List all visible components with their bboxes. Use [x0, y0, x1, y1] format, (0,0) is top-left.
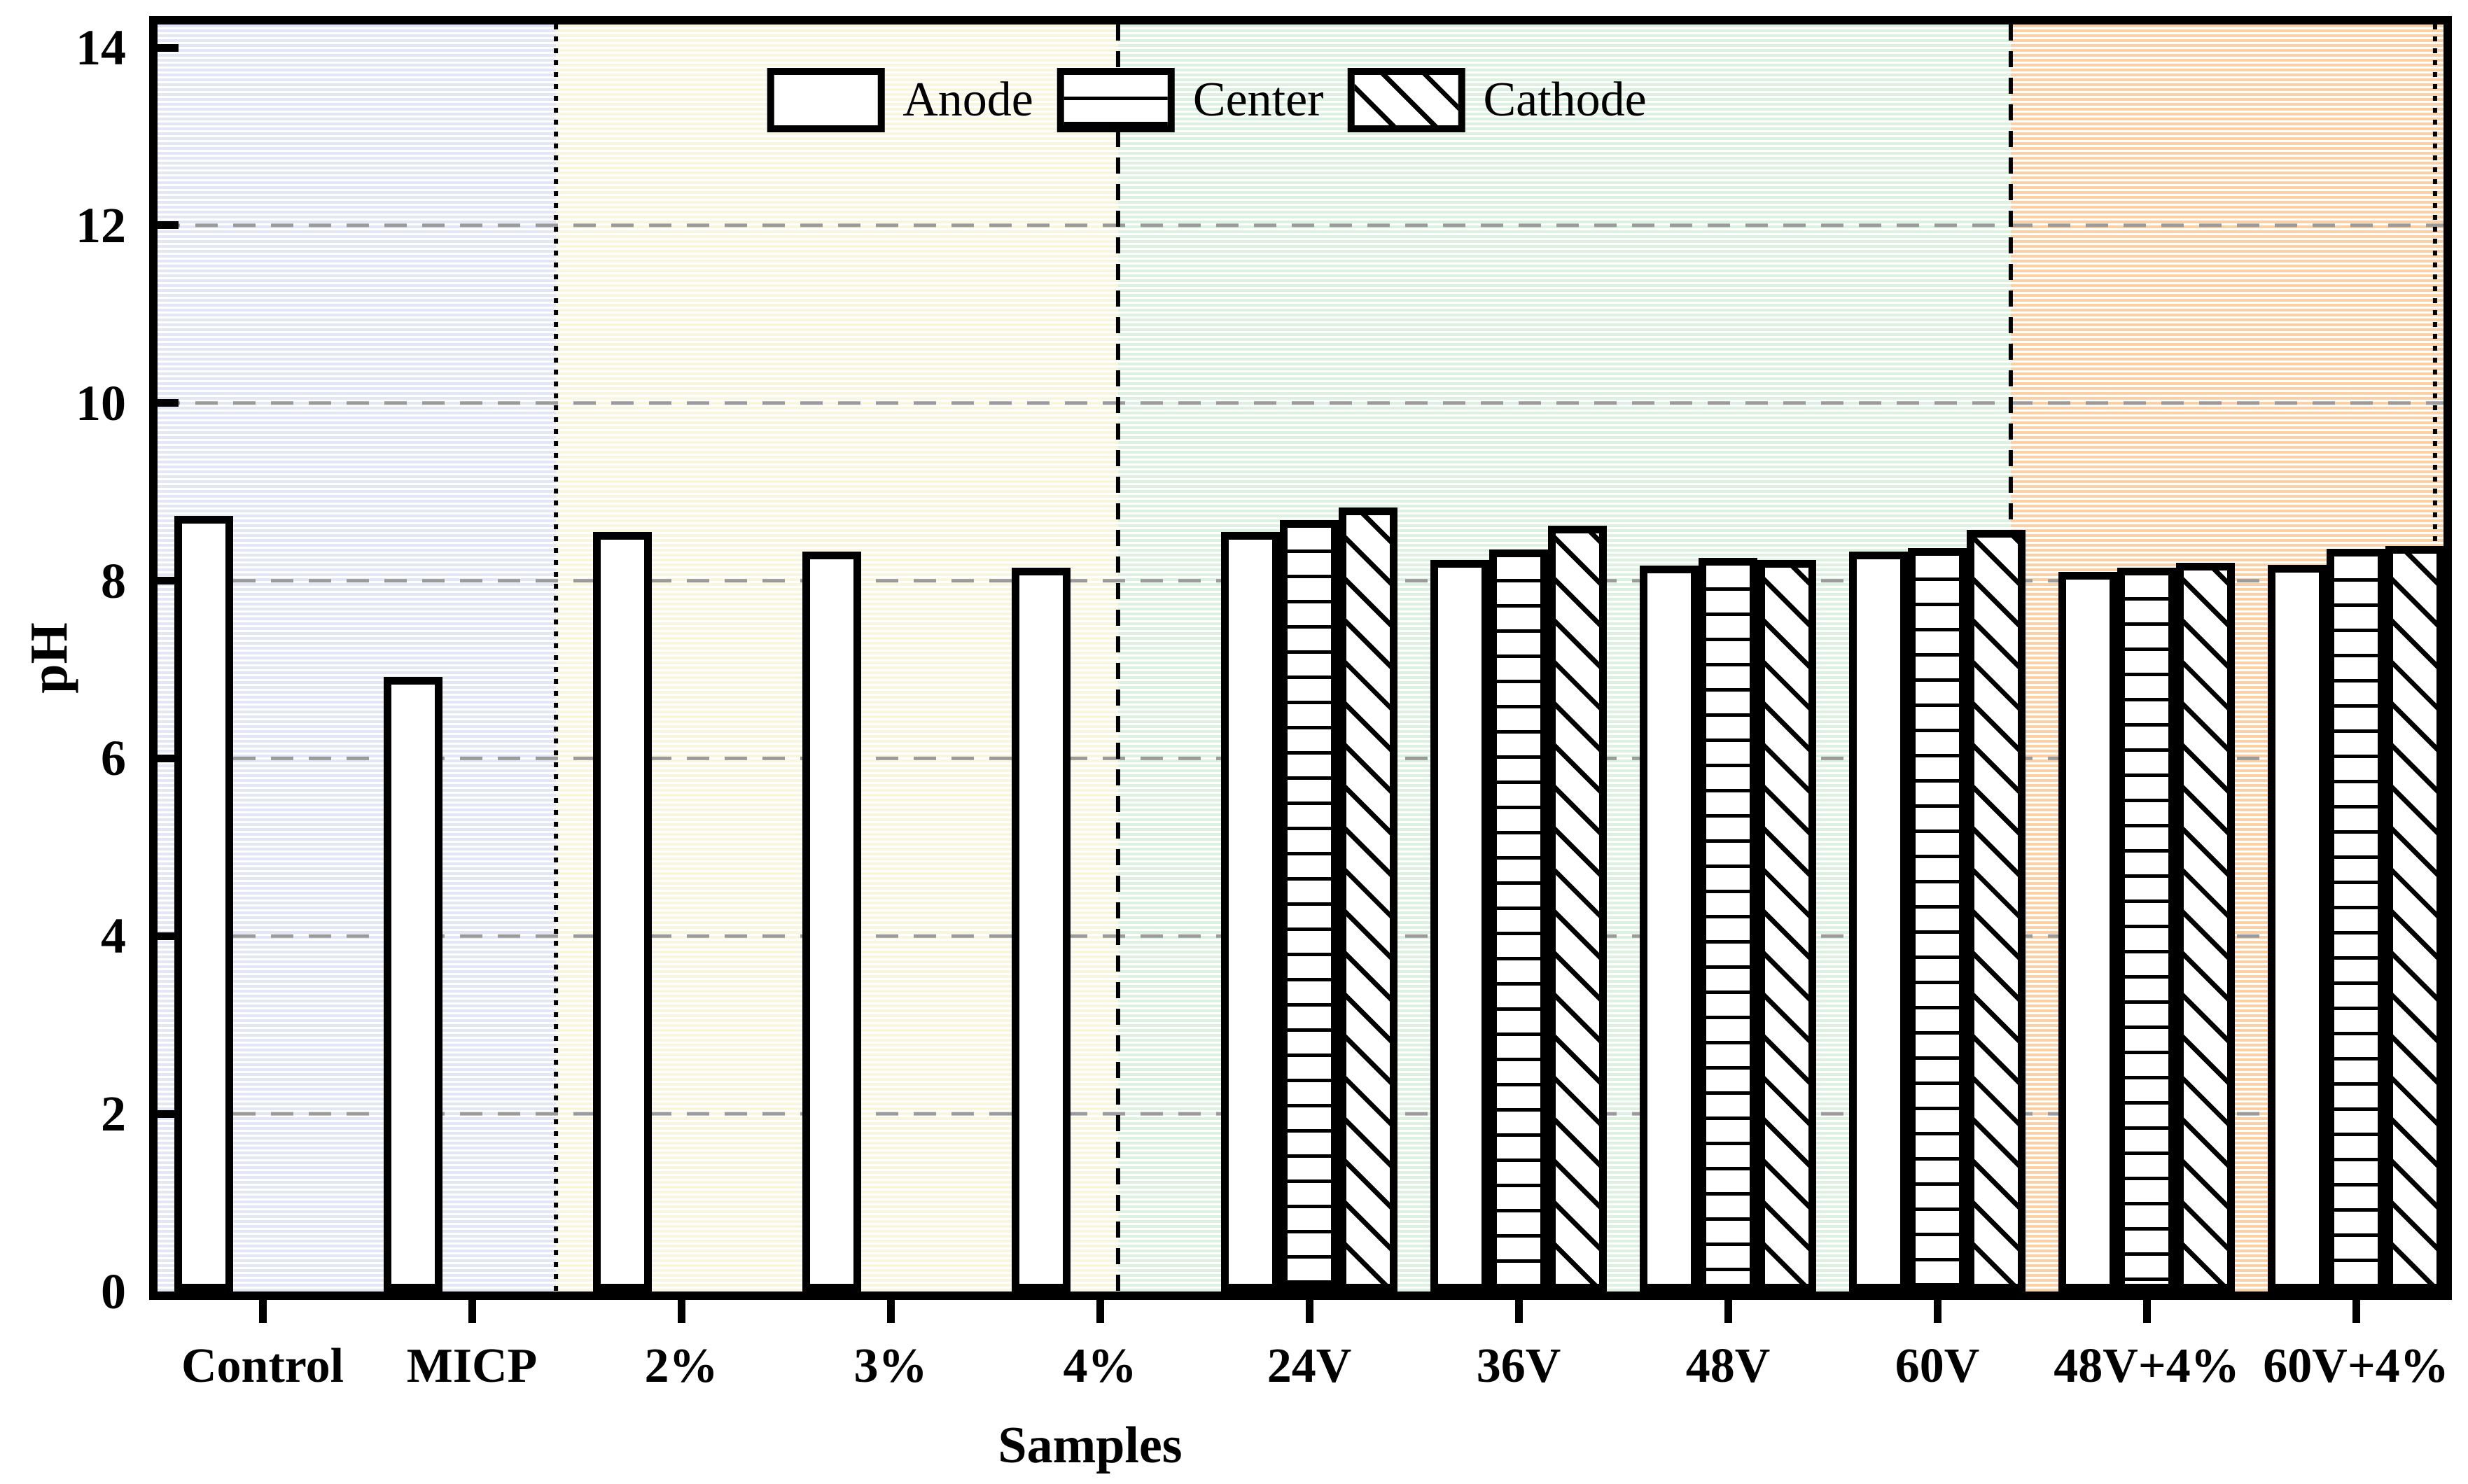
- bar-anode-Control: [174, 515, 233, 1292]
- bar-anode-3%: [802, 551, 861, 1292]
- y-tick-label-2: 2: [101, 1086, 126, 1142]
- x-tick-48V+4%: [2142, 1296, 2151, 1323]
- x-tick-label-2%: 2%: [644, 1339, 718, 1393]
- legend: Anode Center Cathode: [767, 68, 1671, 132]
- y-tick-2: [158, 1110, 179, 1118]
- x-tick-3%: [886, 1296, 895, 1323]
- legend-entry-center: Center: [1057, 68, 1348, 132]
- y-tick-label-4: 4: [101, 908, 126, 965]
- x-tick-4%: [1096, 1296, 1104, 1323]
- x-tick-2%: [677, 1296, 685, 1323]
- bar-center-60V+4%: [2327, 548, 2385, 1292]
- x-tick-label-Control: Control: [181, 1339, 344, 1393]
- x-tick-60V: [1933, 1296, 1941, 1323]
- bar-anode-4%: [1012, 567, 1071, 1292]
- bar-cathode-36V: [1548, 525, 1607, 1292]
- legend-entry-cathode: Cathode: [1347, 68, 1670, 132]
- x-tick-label-24V: 24V: [1267, 1339, 1352, 1393]
- y-tick-label-8: 8: [101, 552, 126, 609]
- bar-center-48V+4%: [2117, 567, 2176, 1292]
- legend-label-center: Center: [1192, 73, 1324, 127]
- x-tick-label-4%: 4%: [1063, 1339, 1137, 1393]
- y-tick-14: [158, 43, 179, 52]
- x-tick-60V+4%: [2352, 1296, 2360, 1323]
- x-tick-48V: [1724, 1296, 1732, 1323]
- bar-center-36V: [1489, 550, 1548, 1292]
- y-axis-title: pH: [20, 622, 78, 694]
- y-tick-12: [158, 221, 179, 230]
- plot-area: Anode Center Cathode Control MICP 2% 3% 4% 24…: [20, 16, 2452, 1474]
- bar-anode-60V: [1849, 551, 1908, 1292]
- cathode-swatch-icon: [1347, 68, 1465, 132]
- y-tick-label-6: 6: [101, 730, 126, 787]
- bar-anode-2%: [593, 531, 652, 1292]
- legend-label-anode: Anode: [902, 73, 1033, 127]
- anode-swatch-icon: [767, 68, 885, 132]
- bar-anode-60V+4%: [2268, 564, 2327, 1292]
- x-tick-label-36V: 36V: [1476, 1339, 1561, 1393]
- y-tick-4: [158, 932, 179, 940]
- bar-anode-24V: [1221, 531, 1280, 1292]
- x-tick-label-60V: 60V: [1895, 1339, 1980, 1393]
- y-tick-10: [158, 399, 179, 407]
- bar-anode-36V: [1430, 560, 1489, 1292]
- y-tick-6: [158, 754, 179, 762]
- x-axis-title: Samples: [998, 1417, 1183, 1474]
- y-tick-label-10: 10: [76, 374, 126, 431]
- center-swatch-icon: [1057, 68, 1175, 132]
- bar-cathode-24V: [1339, 507, 1397, 1292]
- bar-cathode-60V: [1967, 530, 2026, 1292]
- bar-cathode-48V: [1757, 560, 1816, 1292]
- bar-cathode-48V+4%: [2176, 563, 2235, 1292]
- x-tick-label-48V: 48V: [1685, 1339, 1771, 1393]
- legend-label-cathode: Cathode: [1483, 73, 1647, 127]
- y-tick-label-14: 14: [76, 20, 126, 76]
- y-tick-8: [158, 577, 179, 585]
- bar-anode-48V: [1640, 565, 1699, 1292]
- x-tick-MICP: [468, 1296, 476, 1323]
- x-tick-Control: [258, 1296, 267, 1323]
- y-tick-label-12: 12: [76, 197, 126, 253]
- x-tick-36V: [1514, 1296, 1523, 1323]
- bar-center-48V: [1699, 557, 1757, 1292]
- x-tick-label-3%: 3%: [853, 1339, 928, 1393]
- bar-center-24V: [1280, 520, 1339, 1292]
- x-tick-label-MICP: MICP: [406, 1339, 538, 1393]
- y-tick-label-0: 0: [101, 1264, 126, 1320]
- bar-anode-MICP: [384, 676, 442, 1292]
- x-tick-label-60V+4%: 60V+4%: [2263, 1339, 2449, 1393]
- bar-anode-48V+4%: [2058, 571, 2117, 1292]
- bar-cathode-60V+4%: [2385, 546, 2444, 1292]
- bar-center-60V: [1908, 547, 1967, 1292]
- x-tick-24V: [1305, 1296, 1313, 1323]
- x-tick-label-48V+4%: 48V+4%: [2054, 1339, 2240, 1393]
- legend-entry-anode: Anode: [767, 68, 1057, 132]
